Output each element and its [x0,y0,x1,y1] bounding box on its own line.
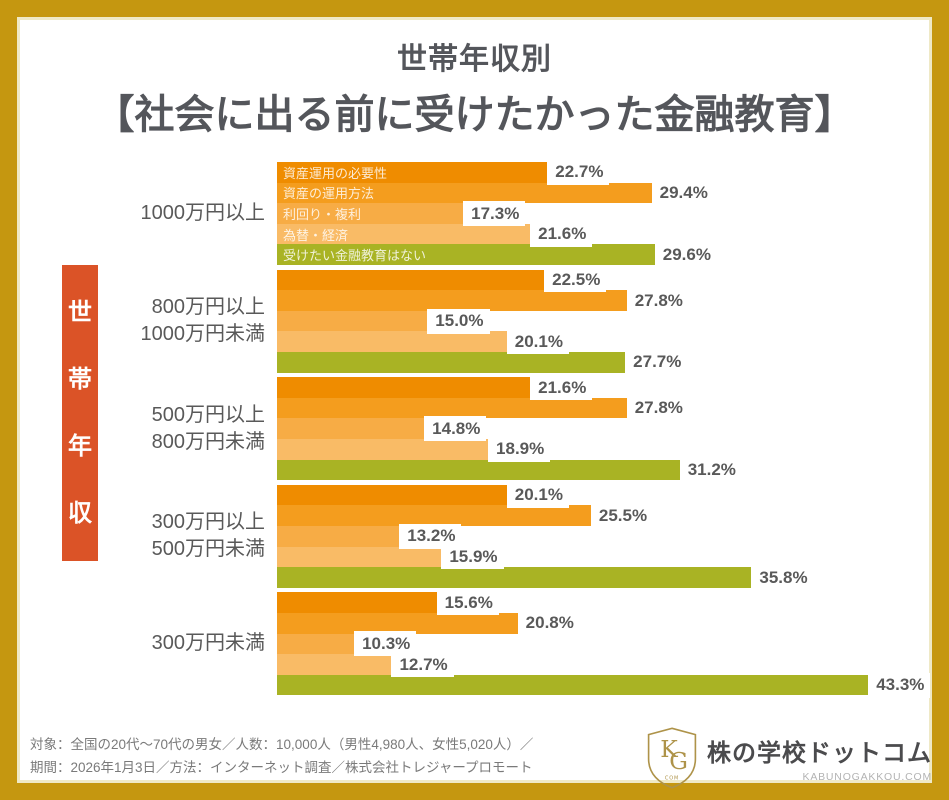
bar [277,290,627,311]
bar [277,674,869,696]
bar [277,567,752,588]
bar [277,439,489,460]
category-label: 800万円以上 1000万円未満 [140,296,266,346]
bar [277,613,518,634]
bar [277,377,531,398]
bar [277,269,545,291]
bar [277,526,400,547]
bar [277,182,652,204]
bar [277,397,627,419]
svg-text:G: G [669,747,688,775]
bar [277,352,626,373]
axis-char: 帯 [68,365,92,393]
svg-text:K: K [660,735,678,763]
shield-logo-icon: K G COM [647,727,697,789]
category-label: 1000万円以上 [140,202,266,224]
bar-value-label: 25.5% [590,503,654,529]
bar-value-label: 18.9% [488,436,551,462]
category-label: 300万円以上 500万円未満 [151,511,265,561]
axis-char: 世 [68,298,92,326]
bar-series-label: 資産の運用方法 [283,186,375,202]
chart-subtitle: 世帯年収別 [397,43,552,76]
bar-value-label: 31.2% [679,457,742,483]
bar-value-label: 27.8% [626,395,689,421]
company-logo: K G COM 株の学校ドットコム KABUNOGAKKOU.COM [645,726,932,790]
bar [277,505,591,526]
axis-char: 収 [68,499,92,527]
bar-value-label: 43.3% [868,672,931,698]
bar-value-label: 12.7% [391,652,454,677]
bar [277,418,425,439]
bar [277,592,437,613]
survey-note: 対象：全国の20代〜70代の男女／人数：10,000人（男性4,980人、女性5… [30,733,533,779]
bar-series-label: 利回り・複利 [283,206,362,222]
bar-value-label: 20.1% [506,482,569,508]
bar-value-label: 29.4% [651,180,714,206]
bar [277,331,507,352]
bar-value-label: 17.3% [463,201,526,226]
bar [277,654,392,675]
bar-series-label: 受けたい金融教育はない [283,248,427,264]
bar-value-label: 21.6% [530,221,593,247]
survey-note-line1: 対象：全国の20代〜70代の男女／人数：10,000人（男性4,980人、女性5… [30,737,534,752]
bar [277,310,428,332]
category-label: 300万円未満 [151,632,265,655]
logo-text-block: 株の学校ドットコム KABUNOGAKKOU.COM [707,733,932,783]
bar-value-label: 22.7% [547,159,610,185]
bar-value-label: 29.6% [654,242,717,268]
bar-series-label: 為替・経済 [283,227,349,243]
bar-value-label: 27.8% [626,288,689,313]
bar-value-label: 35.8% [751,565,814,590]
bar-value-label: 13.2% [399,523,462,549]
axis-char: 年 [68,432,92,460]
svg-text:COM: COM [665,776,679,782]
bar [277,546,442,568]
chart-title: 【社会に出る前に受けたかった金融教育】 [94,93,855,137]
bar [277,484,507,506]
bar [277,223,531,245]
bar-value-label: 14.8% [424,416,487,442]
bar [277,459,680,481]
bar [277,244,655,265]
bar-value-label: 22.5% [544,267,607,293]
survey-note-line2: 期間：2026年1月3日／方法：インターネット調査／株式会社トレジャープロモート [30,760,533,775]
y-axis-group-label: 世 帯 年 収 [62,265,98,561]
bar-value-label: 21.6% [530,375,593,400]
bar-value-label: 15.0% [427,308,490,334]
bar-value-label: 20.1% [506,329,569,355]
header: 世帯年収別 【社会に出る前に受けたかった金融教育】 [0,34,949,140]
bar-series-label: 資産運用の必要性 [283,165,388,181]
bar-value-label: 27.7% [625,349,688,375]
bar-value-label: 20.8% [517,610,580,636]
logo-name: 株の学校ドットコム [707,740,932,767]
category-label: 500万円以上 800万円未満 [151,403,265,453]
logo-domain: KABUNOGAKKOU.COM [802,771,932,783]
bar-value-label: 15.9% [441,544,504,570]
bar [277,162,548,183]
bar [277,633,355,655]
bar-value-label: 15.6% [436,590,499,616]
bar [277,203,464,224]
